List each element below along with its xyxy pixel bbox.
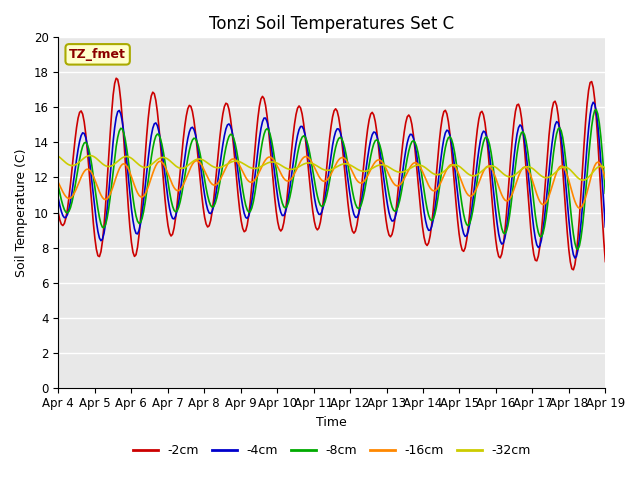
-8cm <box>54 183 62 189</box>
-32cm <box>246 165 254 170</box>
-8cm <box>236 167 243 172</box>
-32cm <box>295 164 303 169</box>
-16cm <box>575 205 583 211</box>
-16cm <box>122 161 129 167</box>
Line: -16cm: -16cm <box>58 156 605 208</box>
Line: -8cm: -8cm <box>58 109 605 249</box>
-4cm <box>245 213 253 219</box>
-8cm <box>122 137 129 143</box>
-32cm <box>579 177 586 183</box>
-2cm <box>602 259 609 264</box>
-8cm <box>571 240 579 246</box>
-2cm <box>113 75 120 81</box>
-2cm <box>123 183 131 189</box>
-32cm <box>86 153 94 158</box>
-16cm <box>573 202 580 208</box>
-2cm <box>570 267 577 273</box>
-32cm <box>237 159 245 165</box>
-8cm <box>245 209 253 215</box>
-4cm <box>54 195 62 201</box>
-4cm <box>573 253 580 259</box>
Y-axis label: Soil Temperature (C): Soil Temperature (C) <box>15 148 28 277</box>
-16cm <box>218 174 225 180</box>
-2cm <box>246 199 254 204</box>
-8cm <box>602 191 609 196</box>
-2cm <box>219 111 227 117</box>
-4cm <box>571 255 579 261</box>
-4cm <box>602 224 609 230</box>
-32cm <box>219 164 227 169</box>
-16cm <box>245 179 253 184</box>
-4cm <box>294 132 301 138</box>
-16cm <box>294 165 301 170</box>
-8cm <box>593 107 600 112</box>
-16cm <box>303 154 310 159</box>
-32cm <box>573 174 580 180</box>
-2cm <box>574 234 582 240</box>
-4cm <box>122 144 129 149</box>
-32cm <box>602 166 609 171</box>
Line: -32cm: -32cm <box>58 156 605 180</box>
-16cm <box>54 180 62 185</box>
-4cm <box>589 99 597 105</box>
Text: TZ_fmet: TZ_fmet <box>69 48 126 61</box>
Line: -2cm: -2cm <box>58 78 605 270</box>
-2cm <box>54 210 62 216</box>
-2cm <box>295 103 303 109</box>
-16cm <box>236 163 243 168</box>
-8cm <box>294 151 301 156</box>
-32cm <box>54 154 62 159</box>
-32cm <box>123 154 131 159</box>
-4cm <box>236 182 243 188</box>
-8cm <box>574 246 582 252</box>
-16cm <box>602 177 609 182</box>
Title: Tonzi Soil Temperatures Set C: Tonzi Soil Temperatures Set C <box>209 15 454 33</box>
-8cm <box>218 171 225 177</box>
Legend: -2cm, -4cm, -8cm, -16cm, -32cm: -2cm, -4cm, -8cm, -16cm, -32cm <box>127 440 536 463</box>
X-axis label: Time: Time <box>316 416 348 429</box>
Line: -4cm: -4cm <box>58 102 605 258</box>
-2cm <box>237 218 245 224</box>
-4cm <box>218 152 225 158</box>
